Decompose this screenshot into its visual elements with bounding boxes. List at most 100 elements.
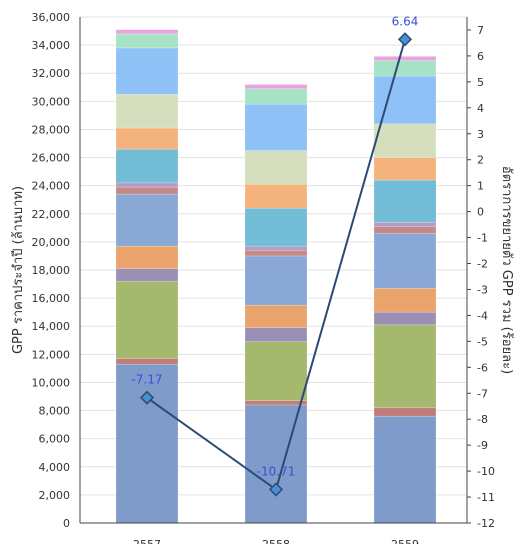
bar-segment — [373, 75, 437, 125]
left-tick-label: 20,000 — [32, 236, 71, 249]
bar-2559 — [373, 56, 437, 524]
right-tick-label: 4 — [477, 102, 484, 115]
bar-segment — [373, 407, 437, 417]
bar-segment — [373, 157, 437, 181]
bar-segment — [244, 341, 308, 402]
bar-segment — [244, 183, 308, 209]
bar-segment — [373, 324, 437, 409]
bar-segment — [115, 182, 179, 188]
right-tick-label: 0 — [477, 206, 484, 219]
bar-segment — [115, 268, 179, 282]
left-tick-label: 0 — [63, 517, 70, 530]
right-tick-label: 1 — [477, 180, 484, 193]
bar-segment — [373, 287, 437, 313]
bar-segment — [244, 84, 308, 89]
growth-marker — [139, 390, 155, 405]
bar-segment — [244, 150, 308, 185]
growth-data-label: -10.71 — [257, 465, 296, 479]
x-tick-label: 2557 — [133, 538, 161, 544]
left-tick-label: 28,000 — [32, 123, 71, 136]
growth-marker — [397, 32, 413, 47]
right-axis-title: อัตราการขยายตัว GPP รวม (ร้อยละ) — [499, 166, 514, 374]
right-tick-label: 7 — [477, 24, 484, 37]
bar-segment — [115, 245, 179, 269]
x-tick-label: 2558 — [262, 538, 290, 544]
bar-2558 — [244, 84, 308, 524]
left-tick-label: 30,000 — [32, 95, 71, 108]
right-tick-label: 2 — [477, 154, 484, 167]
left-tick-label: 14,000 — [32, 320, 71, 333]
bar-segment — [115, 29, 179, 35]
bars — [115, 29, 437, 524]
left-tick-label: 32,000 — [32, 67, 71, 80]
right-tick-label: -6 — [477, 361, 488, 374]
bar-segment — [115, 363, 179, 524]
right-tick-label: -10 — [477, 465, 495, 478]
right-tick-label: 5 — [477, 76, 484, 89]
x-axis-ticks: 2557 2558 2559 — [133, 538, 419, 544]
right-tick-label: -7 — [477, 387, 488, 400]
left-tick-label: 8,000 — [39, 405, 71, 418]
left-tick-label: 22,000 — [32, 208, 71, 221]
left-tick-label: 6,000 — [39, 433, 71, 446]
bar-segment — [115, 148, 179, 184]
bar-segment — [373, 60, 437, 77]
growth-data-label: -7.17 — [131, 373, 162, 387]
left-tick-label: 18,000 — [32, 264, 71, 277]
bar-segment — [244, 400, 308, 406]
bar-segment — [373, 233, 437, 289]
bar-segment — [244, 255, 308, 306]
axes — [79, 17, 468, 524]
right-tick-label: -12 — [477, 517, 495, 530]
left-tick-label: 26,000 — [32, 152, 71, 165]
left-tick-label: 12,000 — [32, 348, 71, 361]
bar-segment — [244, 207, 308, 247]
bar-segment — [115, 47, 179, 95]
bar-segment — [373, 56, 437, 61]
bar-segment — [115, 94, 179, 129]
left-axis-title: GPP ราคาประจำปี (ล้านบาท) — [10, 186, 26, 354]
growth-marker — [268, 482, 284, 497]
bar-segment — [244, 304, 308, 328]
x-tick-label: 2559 — [391, 538, 419, 544]
bar-segment — [373, 226, 437, 234]
right-tick-label: -5 — [477, 335, 488, 348]
bar-segment — [373, 179, 437, 223]
left-tick-label: 36,000 — [32, 11, 71, 24]
bar-segment — [115, 33, 179, 49]
growth-data-label: 6.64 — [392, 14, 419, 28]
left-axis-ticks: 0 2,000 4,000 6,000 8,000 10,000 12,000 14,000 1… — [32, 11, 71, 530]
bar-segment — [373, 221, 437, 227]
bar-segment — [373, 123, 437, 158]
right-tick-label: -9 — [477, 439, 488, 452]
right-tick-label: 6 — [477, 50, 484, 63]
bar-segment — [244, 245, 308, 251]
left-tick-label: 24,000 — [32, 180, 71, 193]
bar-segment — [115, 127, 179, 150]
bar-2557 — [115, 29, 179, 524]
bar-segment — [115, 193, 179, 247]
bar-segment — [244, 327, 308, 342]
bar-segment — [373, 415, 437, 524]
left-tick-label: 4,000 — [39, 461, 71, 474]
bar-segment — [115, 186, 179, 195]
left-tick-label: 10,000 — [32, 376, 71, 389]
bar-segment — [115, 358, 179, 365]
growth-line-layer: -7.17 -10.71 6.64 — [131, 14, 419, 497]
bar-segment — [115, 280, 179, 359]
left-tick-label: 16,000 — [32, 292, 71, 305]
right-tick-label: -2 — [477, 258, 488, 271]
bar-segment — [244, 88, 308, 105]
right-tick-label: -3 — [477, 283, 488, 296]
right-tick-label: -11 — [477, 491, 495, 504]
right-tick-label: -1 — [477, 232, 488, 245]
bar-segment — [244, 250, 308, 257]
right-tick-label: -4 — [477, 309, 488, 322]
left-tick-label: 2,000 — [39, 489, 71, 502]
left-tick-label: 34,000 — [32, 39, 71, 52]
bar-segment — [373, 311, 437, 326]
bar-segment — [244, 103, 308, 151]
right-tick-label: -8 — [477, 413, 488, 426]
